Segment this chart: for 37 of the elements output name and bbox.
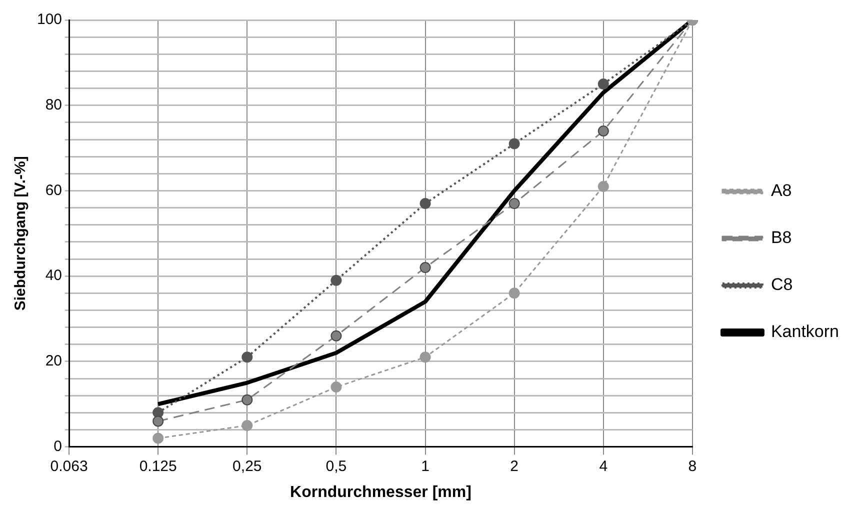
x-tick-label: 0,25 — [232, 458, 262, 475]
point — [242, 352, 253, 363]
point — [420, 262, 431, 274]
legend-label: C8 — [770, 275, 793, 294]
x-axis-title: Korndurchmesser [mm] — [290, 484, 472, 501]
point — [242, 420, 253, 431]
point — [152, 432, 164, 444]
point — [508, 288, 520, 299]
point — [330, 330, 342, 342]
x-tick-label: 0,5 — [326, 458, 347, 475]
legend-label: B8 — [770, 228, 792, 248]
legend-label: A8 — [770, 181, 792, 200]
y-tick-label: 60 — [45, 182, 62, 199]
y-tick-label: 0 — [54, 438, 62, 455]
point — [598, 78, 609, 90]
x-tick-label: 8 — [688, 458, 697, 475]
point — [330, 274, 342, 286]
point — [242, 394, 253, 406]
point — [598, 125, 609, 136]
x-tick-label: 0.125 — [139, 458, 177, 475]
point — [508, 198, 520, 210]
x-tick-label: 1 — [421, 458, 430, 475]
y-axis-title: Siebdurchgang [V.-%] — [12, 156, 30, 311]
x-tick-label: 2 — [510, 458, 519, 475]
point — [330, 382, 342, 393]
y-tick-label: 20 — [45, 352, 62, 370]
point — [420, 198, 431, 210]
y-tick-label: 40 — [45, 267, 62, 284]
point — [508, 138, 520, 150]
y-tick-label: 100 — [36, 11, 62, 28]
legend-label: Kantkorn — [770, 322, 840, 342]
x-tick-label: 4 — [599, 458, 608, 475]
x-tick-label: 0.063 — [50, 458, 88, 475]
point — [598, 180, 609, 192]
y-tick-label: 80 — [45, 96, 62, 114]
point — [152, 416, 164, 427]
point — [420, 352, 431, 363]
